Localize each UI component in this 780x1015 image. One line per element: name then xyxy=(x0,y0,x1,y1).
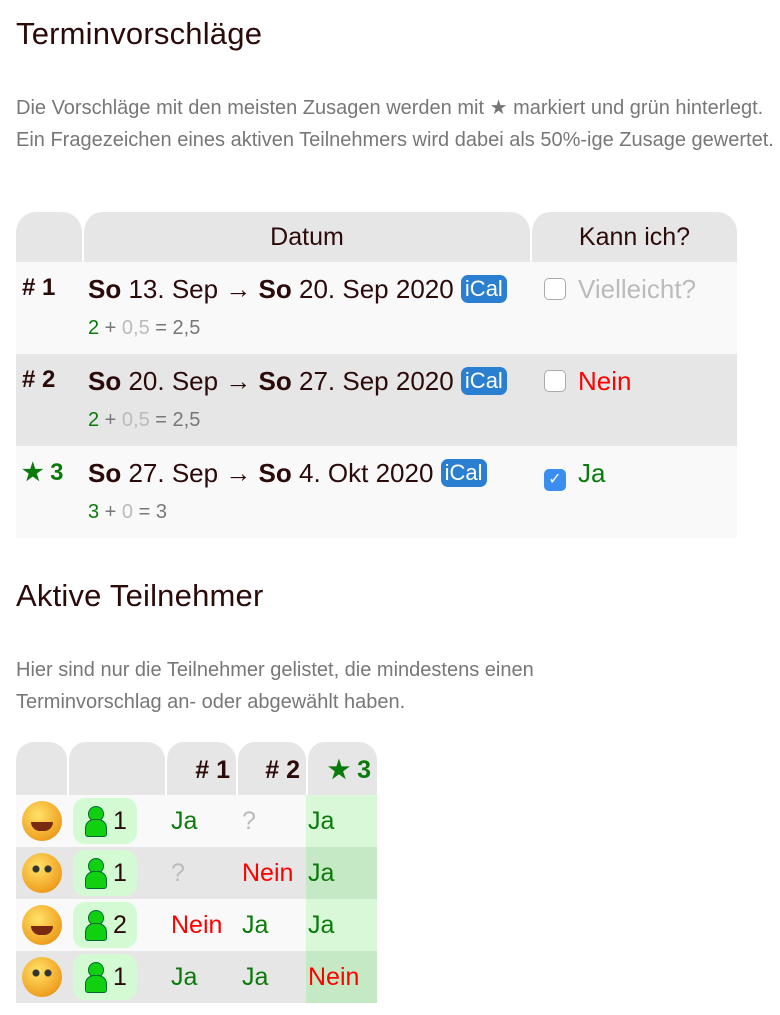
proposal-row: # 1 So 13. Sep → So 20. Sep 2020 iCal 2 … xyxy=(16,262,737,354)
avatar-cell xyxy=(16,899,67,951)
participant-count: 2 xyxy=(113,910,127,939)
availability-answer: Vielleicht? xyxy=(578,274,697,304)
participant-badge[interactable]: 1 xyxy=(73,850,137,896)
proposal-number: # 1 xyxy=(16,262,82,354)
section-title-proposals: Terminvorschläge xyxy=(16,16,263,51)
person-icon xyxy=(85,806,107,837)
answer-cell: Ja xyxy=(236,899,306,951)
ical-button[interactable]: iCal xyxy=(460,367,507,395)
availability-answer: Nein xyxy=(578,366,632,396)
participants-info: Hier sind nur die Teilnehmer gelistet, d… xyxy=(16,659,534,713)
smiley-eyes-icon xyxy=(21,853,62,893)
proposal-row: ★ 3 So 27. Sep → So 4. Okt 2020 iCal 3 +… xyxy=(16,446,737,538)
avatar-cell xyxy=(16,795,67,847)
header-date: Datum xyxy=(82,212,530,262)
proposal-score: 2 + 0,5 = 2,5 xyxy=(88,409,201,431)
proposals-table: Datum Kann ich? # 1 So 13. Sep → So 20. … xyxy=(16,212,737,538)
person-icon xyxy=(85,910,107,941)
participant-badge[interactable]: 2 xyxy=(73,902,137,948)
participant-row: 1 Ja Ja Nein xyxy=(16,951,377,1003)
person-icon xyxy=(85,962,107,993)
smiley-eyes-icon xyxy=(21,957,62,997)
availability-cell: Vielleicht? xyxy=(530,262,737,354)
participant-row: 2 Nein Ja Ja xyxy=(16,899,377,951)
availability-checkbox[interactable]: ✓ xyxy=(544,469,566,491)
answer-cell: Nein xyxy=(236,847,306,899)
smiley-laugh-icon xyxy=(21,905,62,945)
availability-checkbox[interactable] xyxy=(544,370,566,392)
availability-cell: Nein xyxy=(530,354,737,446)
availability-answer: Ja xyxy=(578,458,606,488)
header-p1: # 1 xyxy=(165,742,236,795)
proposal-number: # 2 xyxy=(16,354,82,446)
person-cell: 1 xyxy=(67,795,165,847)
proposal-score: 2 + 0,5 = 2,5 xyxy=(88,317,201,339)
availability-cell: ✓ Ja xyxy=(530,446,737,538)
proposal-date: So 20. Sep → So 27. Sep 2020 iCal 2 + 0,… xyxy=(82,354,530,446)
proposal-row: # 2 So 20. Sep → So 27. Sep 2020 iCal 2 … xyxy=(16,354,737,446)
ical-button[interactable]: iCal xyxy=(460,275,507,303)
answer-cell: ? xyxy=(165,847,236,899)
ical-button[interactable]: iCal xyxy=(440,459,487,487)
proposal-date: So 13. Sep → So 20. Sep 2020 iCal 2 + 0,… xyxy=(82,262,530,354)
person-cell: 2 xyxy=(67,899,165,951)
proposal-number: ★ 3 xyxy=(16,446,82,538)
header-num xyxy=(16,212,82,262)
avatar-cell xyxy=(16,847,67,899)
answer-cell: Ja xyxy=(165,795,236,847)
answer-cell: Ja xyxy=(306,899,377,951)
participant-row: 1? Nein Ja xyxy=(16,847,377,899)
answer-cell: Ja xyxy=(165,951,236,1003)
participant-badge[interactable]: 1 xyxy=(73,954,137,1000)
participant-count: 1 xyxy=(113,858,127,887)
proposal-date: So 27. Sep → So 4. Okt 2020 iCal 3 + 0 =… xyxy=(82,446,530,538)
answer-cell: Ja xyxy=(306,795,377,847)
header-avatar xyxy=(16,742,67,795)
participant-row: 1 Ja? Ja xyxy=(16,795,377,847)
proposal-score: 3 + 0 = 3 xyxy=(88,501,167,523)
smiley-laugh-icon xyxy=(21,801,62,841)
answer-cell: ? xyxy=(236,795,306,847)
answer-cell: Ja xyxy=(306,847,377,899)
header-can: Kann ich? xyxy=(530,212,737,262)
section-title-participants: Aktive Teilnehmer xyxy=(16,578,264,613)
header-p2: # 2 xyxy=(236,742,306,795)
answer-cell: Ja xyxy=(236,951,306,1003)
answer-cell: Nein xyxy=(165,899,236,951)
person-cell: 1 xyxy=(67,847,165,899)
header-person xyxy=(67,742,165,795)
participant-badge[interactable]: 1 xyxy=(73,798,137,844)
proposals-info: Die Vorschläge mit den meisten Zusagen w… xyxy=(16,97,774,151)
availability-checkbox[interactable] xyxy=(544,278,566,300)
answer-cell: Nein xyxy=(306,951,377,1003)
star-icon: ★ xyxy=(489,97,508,119)
avatar-cell xyxy=(16,951,67,1003)
person-cell: 1 xyxy=(67,951,165,1003)
participant-count: 1 xyxy=(113,806,127,835)
participant-count: 1 xyxy=(113,962,127,991)
person-icon xyxy=(85,858,107,889)
header-p3: ★ 3 xyxy=(306,742,377,795)
